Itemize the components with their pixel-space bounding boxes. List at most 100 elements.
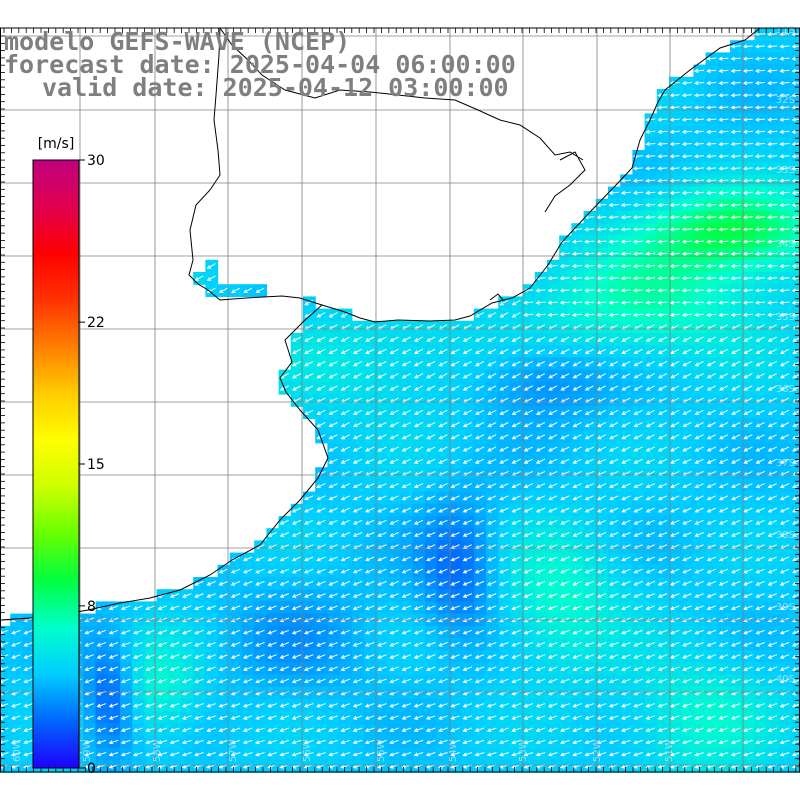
wind-arrow [413, 422, 424, 428]
wind-arrow [303, 605, 314, 611]
wind-arrow [682, 409, 692, 415]
wind-arrow [218, 666, 229, 672]
wind-arrow [718, 93, 729, 98]
wind-arrow [694, 373, 704, 379]
wind-arrow [401, 495, 412, 501]
wind-arrow [194, 703, 204, 708]
wind-arrow [230, 703, 241, 708]
wind-arrow [645, 251, 656, 256]
wind-arrow [560, 727, 570, 733]
wind-arrow [718, 434, 729, 440]
wind-arrow [548, 385, 558, 391]
wind-arrow [694, 507, 704, 513]
wind-arrow [560, 519, 570, 525]
wind-arrow [754, 239, 766, 244]
wind-arrow [694, 409, 704, 415]
wind-arrow [548, 507, 558, 513]
wind-arrow [730, 227, 741, 232]
wind-arrow [426, 373, 436, 379]
wind-arrow [682, 654, 692, 659]
wind-arrow [609, 385, 619, 391]
wind-arrow [681, 312, 692, 317]
wind-arrow [365, 434, 375, 440]
wind-arrow [523, 605, 534, 611]
wind-arrow [730, 202, 741, 208]
wind-arrow [438, 483, 448, 489]
wind-arrow [730, 666, 741, 672]
wind-arrow [486, 642, 497, 647]
wind-arrow [511, 568, 521, 574]
wind-arrow [120, 715, 131, 720]
wind-arrow [499, 568, 509, 574]
wind-arrow [718, 409, 729, 415]
wind-arrow [779, 409, 790, 415]
wind-arrow [499, 483, 509, 489]
wind-arrow [718, 276, 729, 281]
wind-arrow [230, 752, 241, 757]
wind-arrow [425, 715, 436, 720]
wind-arrow [547, 580, 558, 586]
wind-arrow [181, 666, 192, 672]
wind-arrow [328, 495, 338, 501]
wind-arrow [145, 605, 155, 611]
wind-arrow [0, 703, 9, 708]
wind-arrow [523, 373, 533, 379]
wind-arrow [389, 678, 399, 684]
wind-arrow [181, 727, 192, 733]
wind-arrow [389, 739, 399, 745]
wind-arrow [608, 276, 619, 281]
wind-arrow [621, 360, 631, 367]
wind-arrow [243, 556, 253, 562]
wind-arrow [511, 409, 521, 415]
wind-arrow [608, 215, 619, 220]
wind-arrow [706, 568, 716, 574]
wind-arrow [571, 251, 583, 256]
wind-arrow [755, 605, 765, 611]
wind-arrow [669, 276, 680, 281]
wind-arrow [572, 385, 582, 391]
wind-arrow [401, 385, 411, 391]
wind-arrow [401, 422, 411, 428]
wind-arrow [474, 519, 485, 525]
wind-arrow [413, 373, 424, 379]
wind-arrow [499, 519, 509, 525]
wind-arrow [267, 605, 277, 611]
wind-arrow [633, 629, 643, 635]
wind-arrow [621, 446, 631, 452]
wind-arrow [328, 373, 338, 379]
wind-arrow [231, 287, 241, 293]
wind-arrow [389, 336, 399, 342]
wind-arrow [596, 568, 607, 574]
wind-arrow [291, 715, 302, 720]
wind-arrow [779, 129, 790, 134]
wind-arrow [669, 239, 680, 244]
wind-arrow [267, 727, 277, 733]
wind-arrow [340, 629, 351, 635]
wind-arrow [389, 495, 399, 501]
wind-arrow [706, 593, 717, 598]
wind-arrow [730, 642, 741, 647]
wind-arrow [706, 263, 717, 269]
wind-arrow [742, 239, 753, 244]
wind-arrow [547, 715, 558, 720]
wind-arrow [523, 593, 534, 598]
wind-arrow [401, 409, 411, 415]
wind-arrow [742, 300, 753, 305]
wind-arrow [499, 458, 509, 464]
wind-arrow [584, 703, 595, 708]
wind-arrow [169, 752, 180, 757]
wind-arrow [645, 605, 656, 611]
wind-arrow [84, 654, 94, 659]
wind-arrow [389, 458, 399, 464]
wind-arrow [767, 519, 778, 525]
wind-arrow [657, 642, 668, 647]
wind-arrow [425, 593, 436, 598]
longitude-label: 59W [82, 739, 93, 762]
wind-arrow [621, 568, 631, 574]
wind-arrow [425, 727, 436, 733]
colorbar-gradient [32, 159, 80, 769]
wind-arrow [645, 507, 656, 513]
wind-arrow [304, 312, 314, 318]
wind-arrow [108, 703, 119, 708]
wind-arrow [560, 666, 570, 672]
